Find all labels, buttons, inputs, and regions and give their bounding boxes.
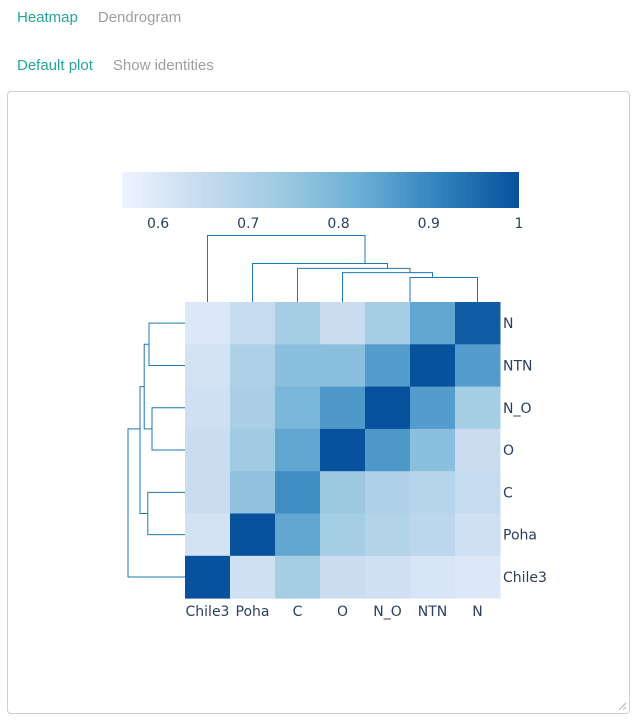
dendrogram-link — [207, 235, 366, 302]
tab-show-identities[interactable]: Show identities — [112, 57, 214, 74]
heatmap-cell — [320, 386, 366, 430]
heatmap-cell — [230, 428, 276, 472]
dendrogram-link — [139, 386, 148, 514]
heatmap-cell — [185, 471, 231, 514]
heatmap-cell — [320, 428, 366, 472]
heatmap-cell — [185, 428, 231, 472]
heatmap-cell — [320, 344, 366, 388]
row-label: Chile3 — [503, 570, 547, 586]
heatmap-cell — [320, 555, 366, 599]
view-tabs: Heatmap Dendrogram — [17, 9, 181, 26]
heatmap-cell — [185, 386, 231, 430]
dendrogram-link — [127, 428, 185, 578]
heatmap-chart: 0.6 0.7 0.8 0.9 1 Chile3 Poha C O N_O NTN N N NTN N_O O… — [122, 172, 547, 620]
colorbar-tick-label: 0.8 — [327, 216, 349, 232]
heatmap-cell — [275, 428, 321, 472]
dendrogram-link — [143, 343, 152, 430]
colorbar-tick-label: 0.7 — [237, 216, 259, 232]
colorbar-tick-label: 0.9 — [418, 216, 440, 232]
heatmap-cell — [410, 302, 456, 345]
heatmap-cell — [275, 302, 321, 345]
heatmap-cell — [455, 344, 501, 388]
dendrogram-link — [147, 491, 185, 536]
heatmap-cell — [410, 386, 456, 430]
plot-panel: 0.6 0.7 0.8 0.9 1 Chile3 Poha C O N_O NTN N N NTN N_O O… — [7, 91, 630, 714]
column-label: Poha — [236, 604, 270, 620]
heatmap-cell — [365, 344, 411, 388]
heatmap-cell — [365, 513, 411, 557]
heatmap-cell — [365, 555, 411, 599]
heatmap-cell — [455, 471, 501, 514]
heatmap-cell — [275, 344, 321, 388]
dendrogram-link — [151, 407, 185, 451]
heatmap-cell — [365, 471, 411, 514]
heatmap-cell — [230, 513, 276, 557]
heatmap-cell — [455, 428, 501, 472]
heatmap-cell — [410, 471, 456, 514]
heatmap-cell — [320, 302, 366, 345]
column-label: O — [337, 604, 348, 620]
colorbar-tick-label: 1 — [515, 216, 524, 232]
row-label: C — [503, 485, 513, 501]
heatmap-cell — [275, 471, 321, 514]
heatmap-cell — [275, 386, 321, 430]
heatmap-cell — [320, 471, 366, 514]
row-label: NTN — [503, 358, 533, 374]
heatmap-cell — [320, 513, 366, 557]
column-label: N — [472, 604, 482, 620]
row-label: N — [503, 316, 513, 332]
heatmap-cell — [455, 513, 501, 557]
heatmap-cell — [185, 555, 231, 599]
dendrogram-link — [409, 277, 478, 302]
heatmap-cell — [410, 428, 456, 472]
heatmap-cell — [275, 513, 321, 557]
heatmap-cell — [230, 555, 276, 599]
dendrogram-link — [342, 272, 433, 302]
tab-default-plot[interactable]: Default plot — [17, 57, 93, 74]
tab-heatmap[interactable]: Heatmap — [17, 9, 78, 26]
heatmap-cell — [410, 513, 456, 557]
colorbar — [122, 172, 519, 208]
heatmap-cell — [230, 302, 276, 345]
row-label: O — [503, 443, 514, 459]
heatmap-cell — [365, 386, 411, 430]
heatmap-cell — [230, 344, 276, 388]
heatmap-cell — [185, 344, 231, 388]
tab-dendrogram[interactable]: Dendrogram — [97, 9, 182, 26]
column-label: C — [293, 604, 303, 620]
heatmap-cell — [455, 555, 501, 599]
heatmap-cell — [230, 471, 276, 514]
heatmap-cell — [455, 386, 501, 430]
plot-tabs: Default plot Show identities — [17, 57, 214, 74]
dendrogram-link — [297, 267, 411, 302]
column-label: NTN — [418, 604, 448, 620]
heatmap-cell — [455, 302, 501, 345]
heatmap-cell — [365, 302, 411, 345]
row-label: N_O — [503, 401, 532, 417]
heatmap-cell — [410, 555, 456, 599]
resize-handle-icon[interactable] — [617, 701, 627, 711]
colorbar-tick-label: 0.6 — [147, 216, 169, 232]
column-label: Chile3 — [186, 604, 230, 620]
heatmap-cell — [275, 555, 321, 599]
column-label: N_O — [373, 604, 402, 620]
row-label: Poha — [503, 528, 537, 544]
dendrogram-link — [252, 263, 388, 302]
dendrogram-link — [148, 322, 185, 366]
heatmap-cell — [185, 513, 231, 557]
heatmap-cell — [410, 344, 456, 388]
heatmap-cell — [365, 428, 411, 472]
heatmap-cell — [185, 302, 231, 345]
heatmap-cell — [230, 386, 276, 430]
